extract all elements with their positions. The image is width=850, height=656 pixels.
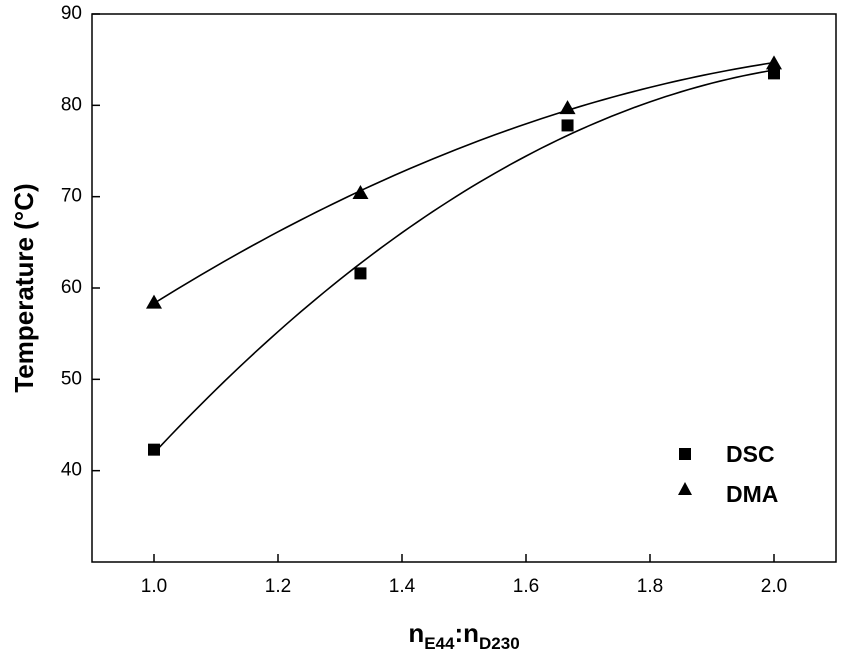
x-tick-label: 1.0: [141, 576, 167, 597]
point-dma: [146, 294, 162, 309]
legend-dsc-label: DSC: [726, 441, 775, 467]
y-axis-ticks: 40 50 60 70 80 90: [61, 3, 100, 481]
x-tick-label: 1.4: [389, 576, 416, 597]
x-tick-label: 1.8: [637, 576, 663, 597]
point-dsc: [561, 119, 574, 132]
y-tick-label: 50: [61, 368, 82, 389]
x-tick-label: 1.6: [513, 576, 539, 597]
fit-curve-dsc: [153, 69, 775, 454]
x-axis-ticks: 1.0 1.2 1.4 1.6 1.8 2.0: [141, 554, 787, 597]
point-dsc: [768, 67, 780, 80]
fit-curve-dma: [153, 61, 775, 305]
y-tick-label: 90: [61, 3, 82, 24]
legend-dma-label: DMA: [726, 481, 778, 507]
x-axis-title-sub1: E44: [424, 634, 455, 653]
point-dma: [766, 55, 782, 70]
point-dma: [352, 185, 369, 200]
legend: DSC DMA: [678, 441, 778, 507]
x-tick-label: 2.0: [761, 576, 787, 597]
y-axis-title: Temperature (°C): [9, 183, 39, 392]
point-dsc: [354, 267, 367, 280]
fit-curves: [153, 61, 775, 454]
x-axis-title-sub2: D230: [479, 634, 520, 653]
y-tick-label: 80: [61, 94, 82, 115]
plot-frame: [91, 13, 837, 563]
y-tick-label: 40: [61, 460, 82, 481]
x-tick-label: 1.2: [265, 576, 291, 597]
y-tick-label: 60: [61, 277, 82, 298]
legend-dsc-marker: [679, 448, 691, 460]
point-dma: [559, 100, 576, 115]
x-axis-title-main: n: [408, 618, 424, 648]
data-markers: [146, 55, 782, 456]
point-dsc: [148, 443, 160, 456]
legend-dma-marker: [678, 482, 692, 495]
x-axis-title-sep: :n: [454, 618, 479, 648]
x-axis-title: nE44:nD230: [408, 618, 519, 653]
y-tick-label: 70: [61, 186, 82, 207]
